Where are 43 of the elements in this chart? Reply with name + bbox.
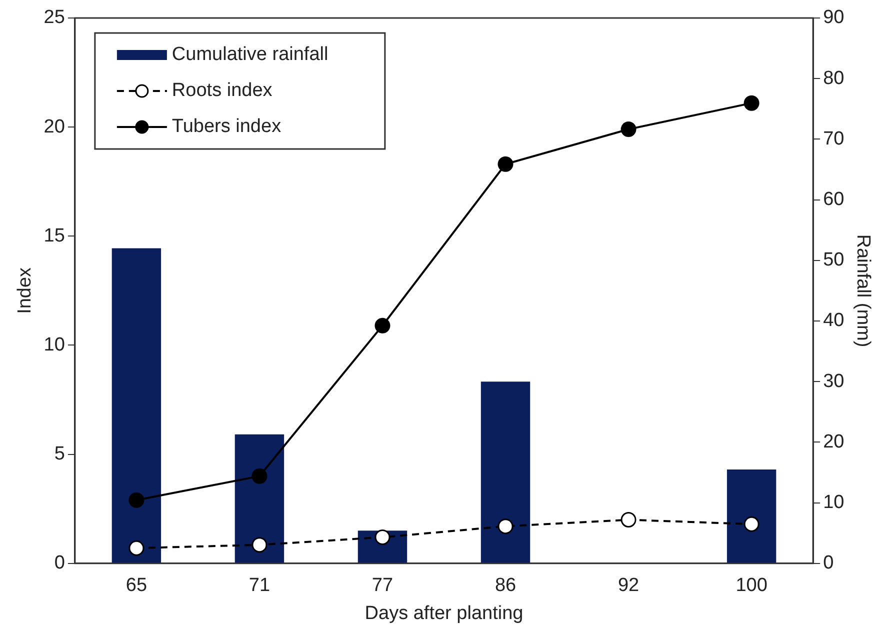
point <box>374 318 390 334</box>
y2-tick-label: 50 <box>823 250 844 271</box>
y-tick-label: 25 <box>44 7 65 28</box>
point <box>498 156 514 172</box>
x-tick-label: 71 <box>248 575 270 596</box>
y-tick-label: 20 <box>44 116 65 138</box>
point <box>744 516 760 532</box>
y2-tick-label: 30 <box>823 370 844 392</box>
point <box>498 518 514 534</box>
x-tick-label: 100 <box>736 575 768 596</box>
x-axis-title: Days after planting <box>364 602 524 624</box>
bar <box>480 382 530 563</box>
y2-axis-title: Rainfall (mm) <box>852 234 874 348</box>
legend-label: Tubers index <box>172 116 282 138</box>
y2-tick-label: 20 <box>823 431 844 452</box>
point <box>374 529 390 545</box>
point <box>128 540 144 556</box>
y2-tick-label: 10 <box>823 492 844 514</box>
y2-tick-label: 0 <box>823 552 834 574</box>
point <box>620 122 636 138</box>
y2-tick-label: 90 <box>823 7 844 28</box>
point <box>744 95 760 111</box>
bar <box>112 248 162 563</box>
y2-tick-label: 60 <box>823 189 844 210</box>
y2-tick-label: 70 <box>823 128 844 150</box>
y-tick-label: 15 <box>44 225 65 246</box>
y2-tick-label: 40 <box>823 310 844 332</box>
x-tick-label: 92 <box>618 575 640 596</box>
y-tick-label: 0 <box>54 552 65 574</box>
point <box>252 468 268 484</box>
x-tick-label: 65 <box>126 575 148 596</box>
point <box>252 537 268 553</box>
x-tick-label: 77 <box>372 575 394 596</box>
y-tick-label: 5 <box>54 444 65 465</box>
bar <box>234 434 284 563</box>
point <box>128 492 144 508</box>
bar <box>726 469 776 563</box>
y-axis-title: Index <box>14 266 36 314</box>
legend-label: Cumulative rainfall <box>172 44 328 66</box>
legend-label: Roots index <box>172 80 273 102</box>
y2-tick-label: 80 <box>823 68 844 89</box>
y-tick-label: 10 <box>44 334 65 356</box>
x-tick-label: 86 <box>494 575 516 596</box>
